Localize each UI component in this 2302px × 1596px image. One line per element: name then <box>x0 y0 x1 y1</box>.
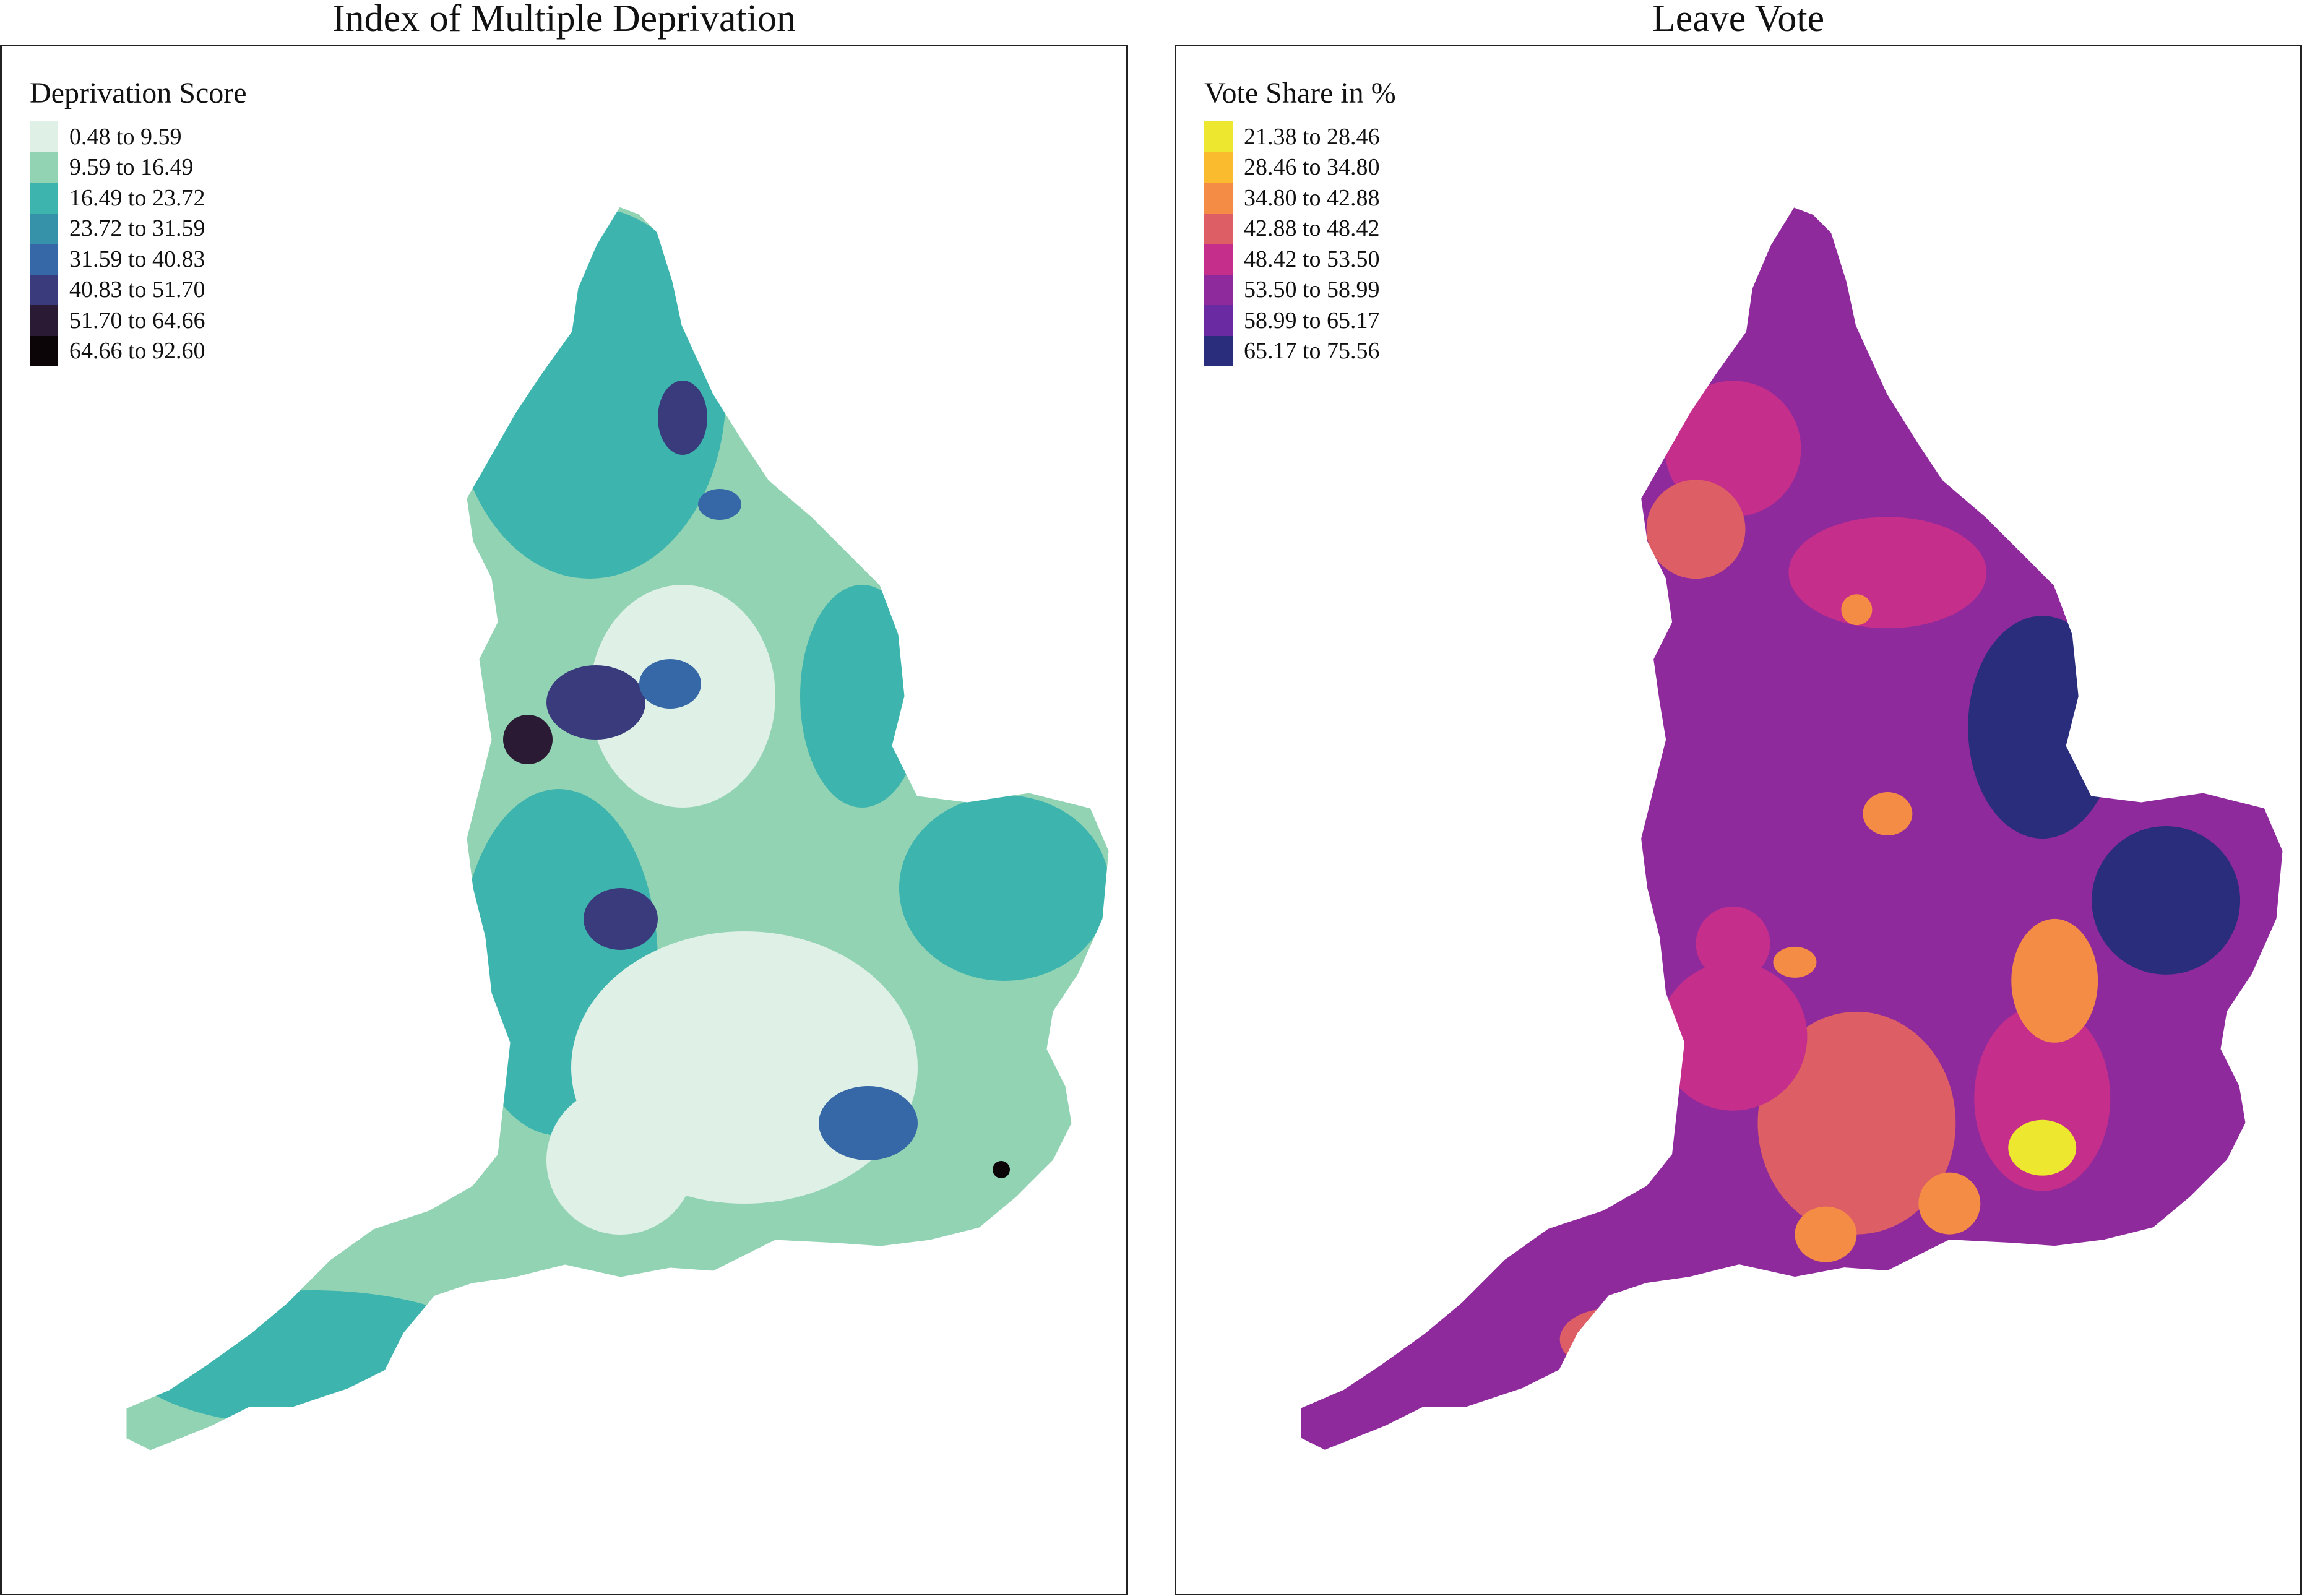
legend-label: 51.70 to 64.66 <box>69 307 205 334</box>
legend-label: 21.38 to 28.46 <box>1244 123 1380 150</box>
legend-swatch <box>30 274 58 305</box>
legend-label: 34.80 to 42.88 <box>1244 184 1380 211</box>
legend-label: 42.88 to 48.42 <box>1244 215 1380 242</box>
leave-vote-map-panel: Vote Share in % 21.38 to 28.46 28.46 to 3… <box>1175 45 2302 1595</box>
england-landmass <box>1300 206 2284 1451</box>
legend-item: 58.99 to 65.17 <box>1204 305 1396 336</box>
legend-item: 31.59 to 40.83 <box>30 244 247 275</box>
legend-swatch <box>30 152 58 183</box>
leave-vote-map <box>1299 205 2285 1452</box>
legend-title: Vote Share in % <box>1204 77 1396 110</box>
legend-label: 9.59 to 16.49 <box>69 154 194 181</box>
legend-item: 48.42 to 53.50 <box>1204 244 1396 275</box>
legend-swatch <box>30 121 58 152</box>
legend-label: 0.48 to 9.59 <box>69 123 182 150</box>
legend-label: 28.46 to 34.80 <box>1244 154 1380 181</box>
legend-label: 31.59 to 40.83 <box>69 246 205 272</box>
legend-item: 16.49 to 23.72 <box>30 183 247 214</box>
legend-swatch <box>1204 244 1233 275</box>
legend-item: 9.59 to 16.49 <box>30 152 247 183</box>
legend-label: 53.50 to 58.99 <box>1244 277 1380 303</box>
legend-swatch <box>1204 213 1233 244</box>
deprivation-legend: Deprivation Score 0.48 to 9.59 9.59 to 16… <box>30 76 247 366</box>
legend-item: 28.46 to 34.80 <box>1204 152 1396 183</box>
legend-label: 64.66 to 92.60 <box>69 338 205 364</box>
legend-label: 58.99 to 65.17 <box>1244 307 1380 334</box>
legend-swatch <box>1204 121 1233 152</box>
legend-item: 65.17 to 75.56 <box>1204 335 1396 366</box>
legend-item: 0.48 to 9.59 <box>30 121 247 152</box>
legend-swatch <box>1204 305 1233 336</box>
legend-label: 16.49 to 23.72 <box>69 184 205 211</box>
deprivation-map <box>124 205 1111 1452</box>
legend-label: 65.17 to 75.56 <box>1244 338 1380 364</box>
vote-share-legend: Vote Share in % 21.38 to 28.46 28.46 to 3… <box>1204 76 1396 366</box>
legend-swatch <box>1204 152 1233 183</box>
legend-swatch <box>30 335 58 366</box>
left-map-title: Index of Multiple Deprivation <box>332 0 796 40</box>
legend-swatch <box>1204 274 1233 305</box>
legend-item: 34.80 to 42.88 <box>1204 183 1396 214</box>
legend-item: 64.66 to 92.60 <box>30 335 247 366</box>
legend-swatch <box>30 183 58 214</box>
legend-item: 23.72 to 31.59 <box>30 213 247 244</box>
right-map-title: Leave Vote <box>1652 0 1825 40</box>
legend-item: 40.83 to 51.70 <box>30 274 247 305</box>
legend-item: 51.70 to 64.66 <box>30 305 247 336</box>
legend-item: 53.50 to 58.99 <box>1204 274 1396 305</box>
legend-label: 40.83 to 51.70 <box>69 277 205 303</box>
legend-label: 48.42 to 53.50 <box>1244 246 1380 272</box>
legend-swatch <box>1204 335 1233 366</box>
legend-label: 23.72 to 31.59 <box>69 215 205 242</box>
legend-swatch <box>30 244 58 275</box>
legend-swatch <box>30 213 58 244</box>
legend-swatch <box>1204 183 1233 214</box>
deprivation-map-panel: Deprivation Score 0.48 to 9.59 9.59 to 16… <box>0 45 1128 1595</box>
legend-swatch <box>30 305 58 336</box>
legend-item: 21.38 to 28.46 <box>1204 121 1396 152</box>
legend-item: 42.88 to 48.42 <box>1204 213 1396 244</box>
legend-title: Deprivation Score <box>30 77 247 110</box>
